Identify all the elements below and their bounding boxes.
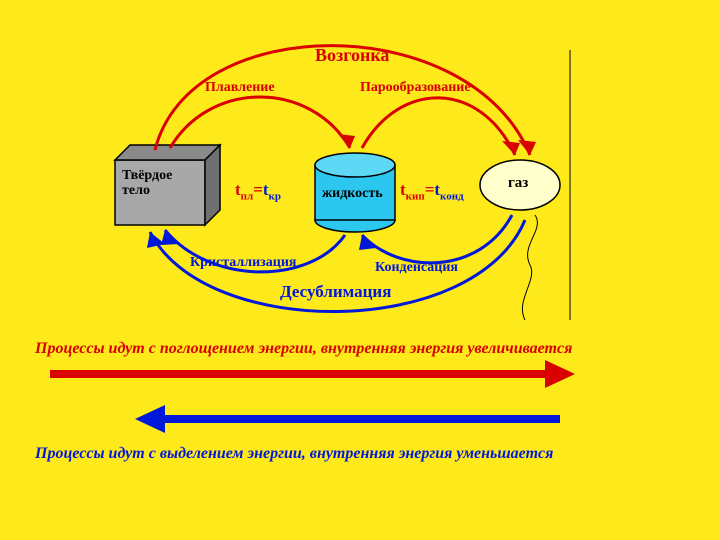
caption-release: Процессы идут с выделением энергии, внут… (35, 445, 553, 463)
